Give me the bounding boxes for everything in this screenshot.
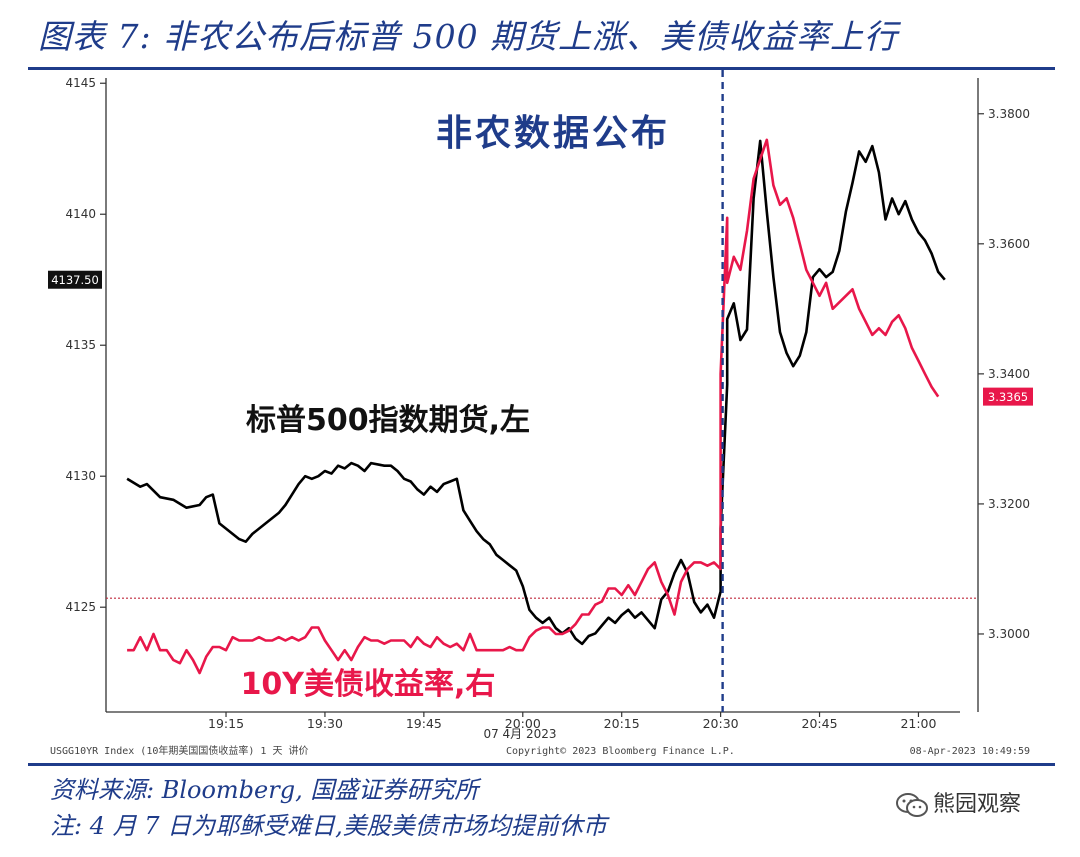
source-note: 资料来源: Bloomberg, 国盛证券研究所 [50,776,479,804]
left-current-value-text: 4137.50 [51,273,99,287]
x-axis-tick-label: 21:00 [900,716,936,731]
date-axis-label: 07 4月 2023 [483,727,556,741]
footer-rule [28,763,1055,766]
left-current-value-badge [48,270,102,289]
left-axis-tick-label: 4135 [65,338,96,352]
bloomberg-footer-center: Copyright© 2023 Bloomberg Finance L.P. [506,746,735,757]
x-axis-tick-label: 19:15 [208,716,244,731]
left-axis-tick-label: 4130 [65,469,96,483]
bloomberg-footer-left: USGG10YR Index (10年期美国国债收益率) 1 天 讲价 [50,744,308,757]
spx-annotation: 标普500指数期货,左 [246,403,530,438]
us10y-yield-line [127,138,940,675]
x-axis-tick-label: 20:30 [703,716,739,731]
watermark-text: 熊园观察 [933,792,1022,817]
right-axis-tick-label: 3.3400 [988,367,1030,381]
x-axis-tick-label: 19:30 [307,716,343,731]
right-axis-tick-label: 3.3600 [988,237,1030,251]
watermark: 熊园观察 [895,786,1021,818]
spx-futures-line [126,139,946,646]
left-axis-tick-label: 4125 [65,600,96,614]
x-axis-tick-label: 19:45 [406,716,442,731]
x-axis-tick-label: 20:00 [505,716,541,731]
chart-frame [105,78,979,713]
holiday-note: 注: 4 月 7 日为耶稣受难日,美股美债市场均提前休市 [50,812,607,840]
x-axis-tick-label: 20:45 [802,716,838,731]
x-axis-tick-label: 20:15 [604,716,640,731]
wechat-icon [896,793,928,817]
right-axis-tick-label: 3.3200 [988,497,1030,511]
bloomberg-footer-right: 08-Apr-2023 10:49:59 [910,746,1030,757]
right-current-value-text: 3.3365 [988,390,1028,404]
right-axis-tick-label: 3.3000 [988,627,1030,641]
event-annotation: 非农数据公布 [436,113,670,154]
title-rule [28,67,1055,70]
left-axis-tick-label: 4145 [65,76,96,90]
page-title: 图表 7: 非农公布后标普 500 期货上涨、美债收益率上行 [38,17,899,56]
right-current-value-badge [983,387,1033,406]
left-axis-tick-label: 4140 [65,207,96,221]
yield-annotation: 10Y美债收益率,右 [241,667,496,702]
right-axis-tick-label: 3.3800 [988,107,1030,121]
